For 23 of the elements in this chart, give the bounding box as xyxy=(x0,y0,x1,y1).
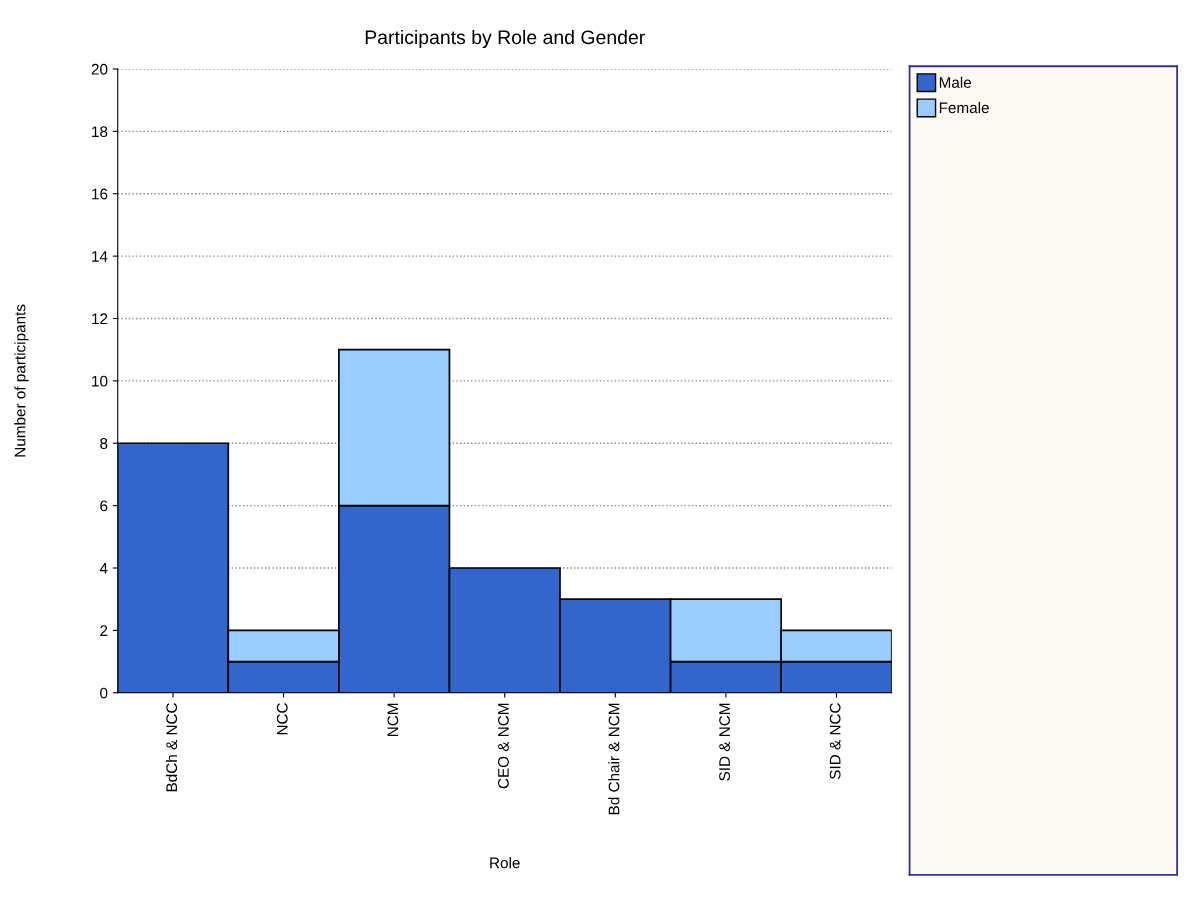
x-tick-label: NCM xyxy=(387,703,399,737)
y-axis-title: Number of participants xyxy=(14,304,29,457)
legend-label: Female xyxy=(939,101,989,114)
x-axis-title: Role xyxy=(490,857,520,869)
chart-title: Participants by Role and Gender xyxy=(365,29,645,49)
x-tick-label: CEO & NCM xyxy=(498,703,509,789)
x-tick-label: Bd Chair & NCM xyxy=(608,703,620,815)
y-tick-label: 2 xyxy=(100,625,108,636)
y-tick-label: 6 xyxy=(100,500,108,512)
x-tick-label: SID & NCC xyxy=(829,703,841,780)
y-tick-label: 20 xyxy=(91,63,108,75)
y-tick-label: 0 xyxy=(100,687,108,699)
y-tick-label: 8 xyxy=(100,438,108,449)
y-tick-label: 14 xyxy=(92,251,108,262)
y-tick-label: 12 xyxy=(92,313,108,325)
y-tick-label: 18 xyxy=(92,126,108,138)
y-tick-label: 4 xyxy=(99,563,108,574)
y-tick-label: 10 xyxy=(92,375,108,387)
x-tick-label: NCC xyxy=(276,703,288,735)
x-tick-label: SID & NCM xyxy=(719,703,730,781)
legend-label: Male xyxy=(939,76,972,88)
x-tick-label: BdCh & NCC xyxy=(165,703,178,792)
y-tick-label: 16 xyxy=(92,188,108,200)
